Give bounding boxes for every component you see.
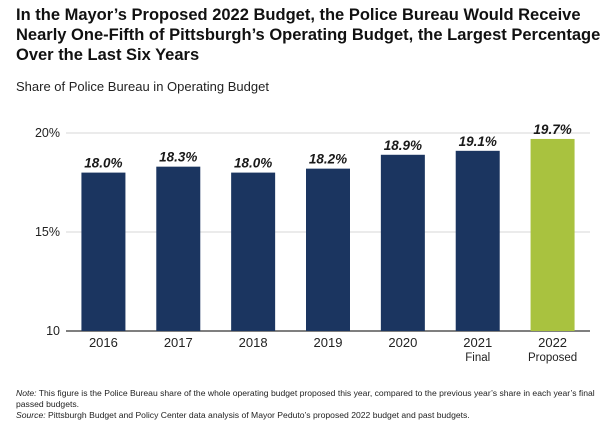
- note-text: This figure is the Police Bureau share o…: [16, 388, 595, 410]
- bar: [306, 168, 350, 331]
- bar: [530, 138, 575, 331]
- source-text: Pittsburgh Budget and Policy Center data…: [45, 410, 470, 421]
- source-label: Source:: [16, 410, 46, 421]
- bar: [455, 150, 500, 331]
- chart-subtitle: Share of Police Bureau in Operating Budg…: [16, 79, 269, 94]
- note-label: Note:: [16, 388, 37, 398]
- x-tick-label: 2018: [239, 335, 268, 350]
- bar: [380, 154, 425, 331]
- bar: [81, 172, 126, 331]
- note-line: Note: This figure is the Police Bureau s…: [16, 388, 606, 410]
- x-tick-label: 2020: [388, 335, 417, 350]
- data-label: 18.0%: [84, 156, 122, 171]
- y-tick-label: 10: [46, 324, 60, 338]
- data-label: 18.3%: [159, 150, 197, 165]
- x-tick-label: 2021: [463, 335, 492, 350]
- bar: [156, 166, 201, 331]
- x-tick-label: 2019: [314, 335, 343, 350]
- y-tick-label: 20%: [35, 126, 60, 140]
- data-label: 18.0%: [234, 156, 272, 171]
- x-tick-label: Final: [465, 352, 490, 364]
- data-label: 19.7%: [533, 122, 571, 137]
- x-tick-label: Proposed: [528, 352, 577, 364]
- chart-notes: Note: This figure is the Police Bureau s…: [16, 388, 606, 422]
- data-label: 19.1%: [459, 134, 497, 149]
- x-tick-label: 2017: [164, 335, 193, 350]
- bar-chart: 10 15% 20% 18.0% 2016 18.3% 2017 18.0% 2018 18.2%…: [35, 122, 590, 364]
- data-label: 18.9%: [384, 138, 422, 153]
- source-line: Source: Pittsburgh Budget and Policy Cen…: [16, 410, 606, 421]
- chart-title: In the Mayor’s Proposed 2022 Budget, the…: [16, 6, 601, 64]
- data-label: 18.2%: [309, 152, 347, 167]
- x-tick-label: 2016: [89, 335, 118, 350]
- x-tick-label: 2022: [538, 335, 567, 350]
- y-tick-label: 15%: [35, 225, 60, 239]
- bar: [231, 172, 276, 331]
